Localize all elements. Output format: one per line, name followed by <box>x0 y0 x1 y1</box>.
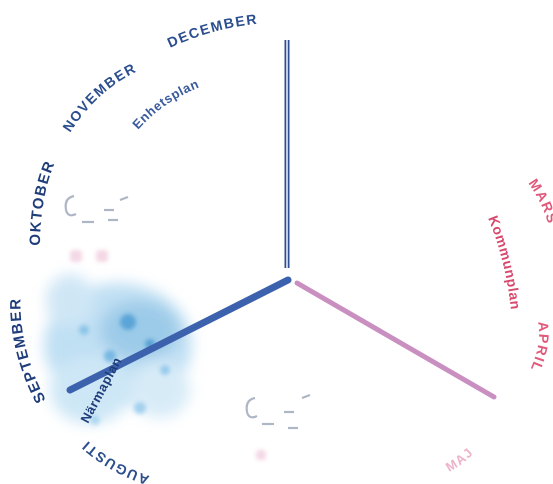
plan-label-enhetsplan: Enhetsplan <box>129 76 201 132</box>
textured-cloud <box>44 274 192 424</box>
month-label-maj: MAJ <box>443 444 477 474</box>
faint-mark-lower <box>245 393 311 430</box>
month-label-mars: MARS <box>526 176 553 226</box>
month-label-december: DECEMBER <box>165 11 259 51</box>
plan-label-kommunplan: Kommunplan <box>485 213 524 310</box>
blue-axis <box>66 276 292 394</box>
month-label-november: NOVEMBER <box>59 59 139 134</box>
month-label-april: APRIL <box>527 321 552 375</box>
month-label-oktober: OKTOBER <box>27 158 59 246</box>
faint-pink-blobs <box>70 250 266 460</box>
month-label-augusti: AUGUSTI <box>78 438 151 484</box>
pink-axis <box>294 280 497 400</box>
cloud-speckle <box>79 314 170 425</box>
month-label-september: SEPTEMBER <box>7 297 49 406</box>
faint-mark-upper <box>64 194 129 224</box>
